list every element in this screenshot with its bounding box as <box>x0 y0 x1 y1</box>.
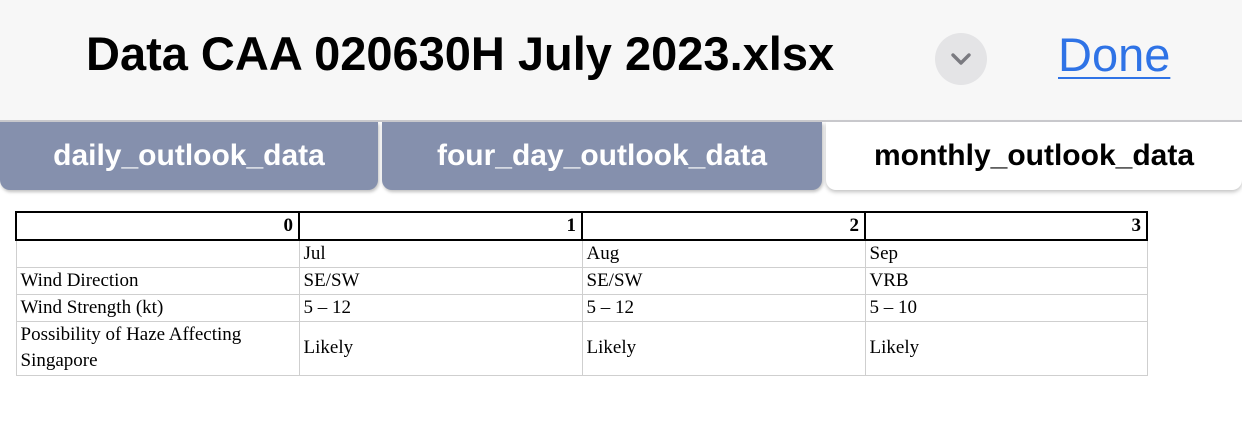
column-header: 3 <box>864 211 1148 241</box>
tab-four-day-outlook-data[interactable]: four_day_outlook_data <box>382 122 822 190</box>
table-row: Wind Strength (kt) 5 – 12 5 – 12 5 – 10 <box>15 293 1148 322</box>
done-button[interactable]: Done <box>1058 28 1171 81</box>
table-cell: Sep <box>864 239 1148 268</box>
table-cell: SE/SW <box>298 266 583 295</box>
table-row: Jul Aug Sep <box>15 239 1148 268</box>
table-cell <box>15 239 300 268</box>
column-header: 2 <box>581 211 866 241</box>
sheet-tab-bar: daily_outlook_data four_day_outlook_data… <box>0 120 1242 194</box>
title-menu-button[interactable] <box>935 33 987 85</box>
table-header-row: 0 1 2 3 <box>15 211 1148 241</box>
divider <box>0 120 1242 122</box>
table-cell: VRB <box>864 266 1148 295</box>
table-cell: SE/SW <box>581 266 866 295</box>
table-cell: 5 – 12 <box>581 293 866 322</box>
tab-daily-outlook-data[interactable]: daily_outlook_data <box>0 122 378 190</box>
document-header: Data CAA 020630H July 2023.xlsx Done <box>0 0 1242 120</box>
table-cell: 5 – 10 <box>864 293 1148 322</box>
table-cell: Likely <box>298 320 583 376</box>
chevron-down-icon <box>951 53 971 65</box>
table-cell: Wind Strength (kt) <box>15 293 300 322</box>
table-row: Wind Direction SE/SW SE/SW VRB <box>15 266 1148 295</box>
spreadsheet-table: 0 1 2 3 Jul Aug Sep Wind Direction SE/SW… <box>15 211 1148 376</box>
table-cell: Possibility of Haze Affecting Singapore <box>15 320 300 376</box>
column-header: 0 <box>15 211 300 241</box>
table-cell: 5 – 12 <box>298 293 583 322</box>
table-cell: Likely <box>864 320 1148 376</box>
table-cell: Jul <box>298 239 583 268</box>
document-title: Data CAA 020630H July 2023.xlsx <box>86 27 835 80</box>
table-cell: Aug <box>581 239 866 268</box>
column-header: 1 <box>298 211 583 241</box>
table-cell: Likely <box>581 320 866 376</box>
table-row: Possibility of Haze Affecting Singapore … <box>15 320 1148 376</box>
tab-monthly-outlook-data[interactable]: monthly_outlook_data <box>826 122 1242 190</box>
table-cell: Wind Direction <box>15 266 300 295</box>
